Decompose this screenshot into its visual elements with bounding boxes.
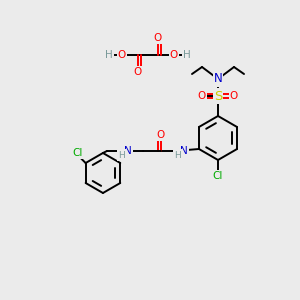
Text: N: N <box>124 146 132 156</box>
Text: H: H <box>175 151 181 160</box>
Text: O: O <box>157 130 165 140</box>
Text: Cl: Cl <box>72 148 83 158</box>
Text: H: H <box>183 50 191 60</box>
Text: O: O <box>198 91 206 101</box>
Text: O: O <box>118 50 126 60</box>
Text: H: H <box>118 151 125 160</box>
Text: H: H <box>105 50 113 60</box>
Text: N: N <box>214 73 222 85</box>
Text: Cl: Cl <box>213 171 223 181</box>
Text: O: O <box>134 67 142 77</box>
Text: O: O <box>230 91 238 101</box>
Text: O: O <box>154 33 162 43</box>
Text: S: S <box>214 89 222 103</box>
Text: N: N <box>180 146 188 156</box>
Text: O: O <box>170 50 178 60</box>
